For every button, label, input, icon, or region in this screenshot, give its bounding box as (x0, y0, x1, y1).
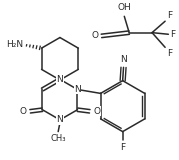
Text: F: F (170, 30, 175, 39)
Text: N: N (74, 85, 81, 94)
Text: F: F (120, 143, 125, 152)
Text: F: F (167, 11, 172, 20)
Text: H₂N: H₂N (6, 40, 23, 49)
Text: OH: OH (117, 3, 131, 12)
Text: F: F (167, 49, 172, 58)
Text: O: O (91, 31, 98, 40)
Text: N: N (120, 55, 127, 64)
Text: O: O (19, 107, 26, 116)
Text: CH₃: CH₃ (50, 134, 66, 143)
Text: O: O (94, 107, 101, 116)
Text: N: N (57, 76, 63, 84)
Text: N: N (57, 115, 63, 124)
